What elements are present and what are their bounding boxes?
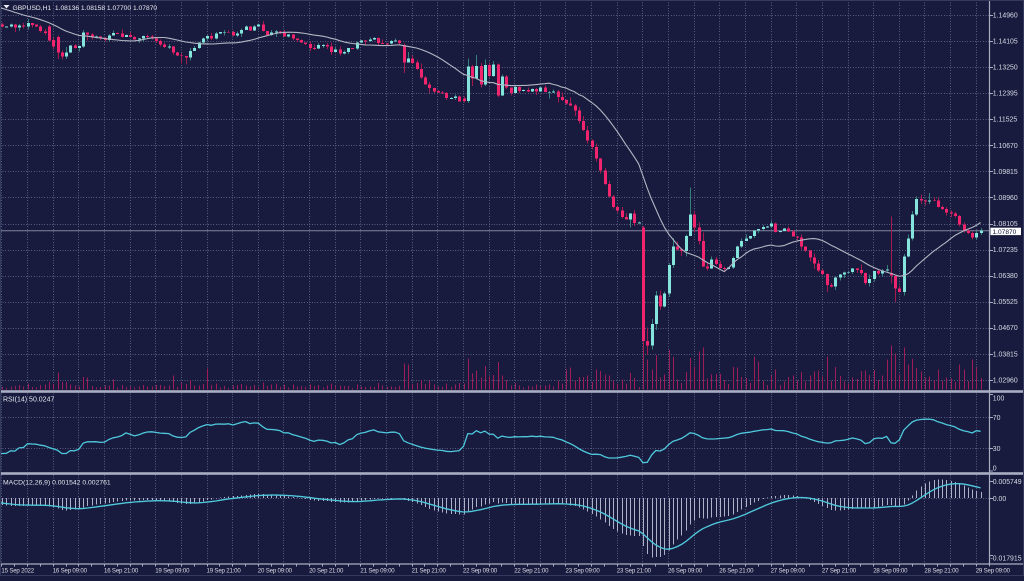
svg-text:21 Sep 09:00: 21 Sep 09:00 (360, 568, 395, 575)
svg-text:RSI(14) 50.0247: RSI(14) 50.0247 (3, 396, 54, 403)
svg-text:21 Sep 21:00: 21 Sep 21:00 (412, 568, 447, 575)
svg-text:30: 30 (993, 446, 1001, 453)
svg-text:100: 100 (993, 395, 1005, 402)
svg-text:1.10670: 1.10670 (993, 143, 1018, 150)
svg-text:26 Sep 09:00: 26 Sep 09:00 (668, 568, 703, 575)
svg-text:23 Sep 09:00: 23 Sep 09:00 (566, 568, 601, 575)
svg-text:27 Sep 21:00: 27 Sep 21:00 (822, 568, 857, 575)
svg-text:28 Sep 09:00: 28 Sep 09:00 (873, 568, 908, 575)
svg-text:1.12395: 1.12395 (993, 91, 1018, 98)
svg-text:0.00: 0.00 (993, 496, 1007, 503)
svg-text:20 Sep 09:00: 20 Sep 09:00 (258, 568, 293, 575)
svg-text:MACD(12,26,9) 0.001542 0.00276: MACD(12,26,9) 0.001542 0.002761 (3, 479, 111, 486)
svg-text:70: 70 (993, 415, 1001, 422)
svg-text:1.04670: 1.04670 (993, 325, 1018, 332)
svg-text:16 Sep 09:00: 16 Sep 09:00 (53, 568, 88, 575)
svg-text:19 Sep 21:00: 19 Sep 21:00 (207, 568, 242, 575)
svg-text:20 Sep 21:00: 20 Sep 21:00 (309, 568, 344, 575)
svg-text:1.11525: 1.11525 (993, 117, 1018, 124)
svg-text:1.05525: 1.05525 (993, 299, 1018, 306)
svg-text:GBPUSD,H1 1.08136 1.08158 1.0: GBPUSD,H1 1.08136 1.08158 1.07700 1.0787… (13, 5, 158, 12)
svg-text:0: 0 (993, 465, 997, 472)
svg-text:1.03815: 1.03815 (993, 351, 1018, 358)
svg-text:26 Sep 21:00: 26 Sep 21:00 (719, 568, 754, 575)
svg-text:27 Sep 09:00: 27 Sep 09:00 (771, 568, 806, 575)
svg-text:22 Sep 21:00: 22 Sep 21:00 (514, 568, 549, 575)
svg-text:-0.017915: -0.017915 (991, 556, 1022, 563)
svg-text:16 Sep 21:00: 16 Sep 21:00 (104, 568, 139, 575)
svg-text:1.08960: 1.08960 (993, 195, 1018, 202)
svg-text:1.13250: 1.13250 (993, 65, 1018, 72)
svg-text:1.14960: 1.14960 (993, 12, 1018, 19)
svg-text:0.005749: 0.005749 (993, 479, 1022, 486)
svg-text:15 Sep 2022: 15 Sep 2022 (1, 568, 34, 575)
svg-text:1.02960: 1.02960 (993, 377, 1018, 384)
svg-text:1.08105: 1.08105 (993, 221, 1018, 228)
svg-text:1.06380: 1.06380 (993, 273, 1018, 280)
svg-text:1.07235: 1.07235 (993, 247, 1018, 254)
svg-text:1.14105: 1.14105 (993, 39, 1018, 46)
svg-text:29 Sep 09:00: 29 Sep 09:00 (976, 568, 1011, 575)
svg-text:1.07870: 1.07870 (993, 229, 1017, 236)
svg-text:22 Sep 09:00: 22 Sep 09:00 (463, 568, 498, 575)
svg-text:19 Sep 09:00: 19 Sep 09:00 (155, 568, 190, 575)
svg-text:23 Sep 21:00: 23 Sep 21:00 (617, 568, 652, 575)
svg-text:28 Sep 21:00: 28 Sep 21:00 (924, 568, 959, 575)
svg-text:1.09815: 1.09815 (993, 169, 1018, 176)
